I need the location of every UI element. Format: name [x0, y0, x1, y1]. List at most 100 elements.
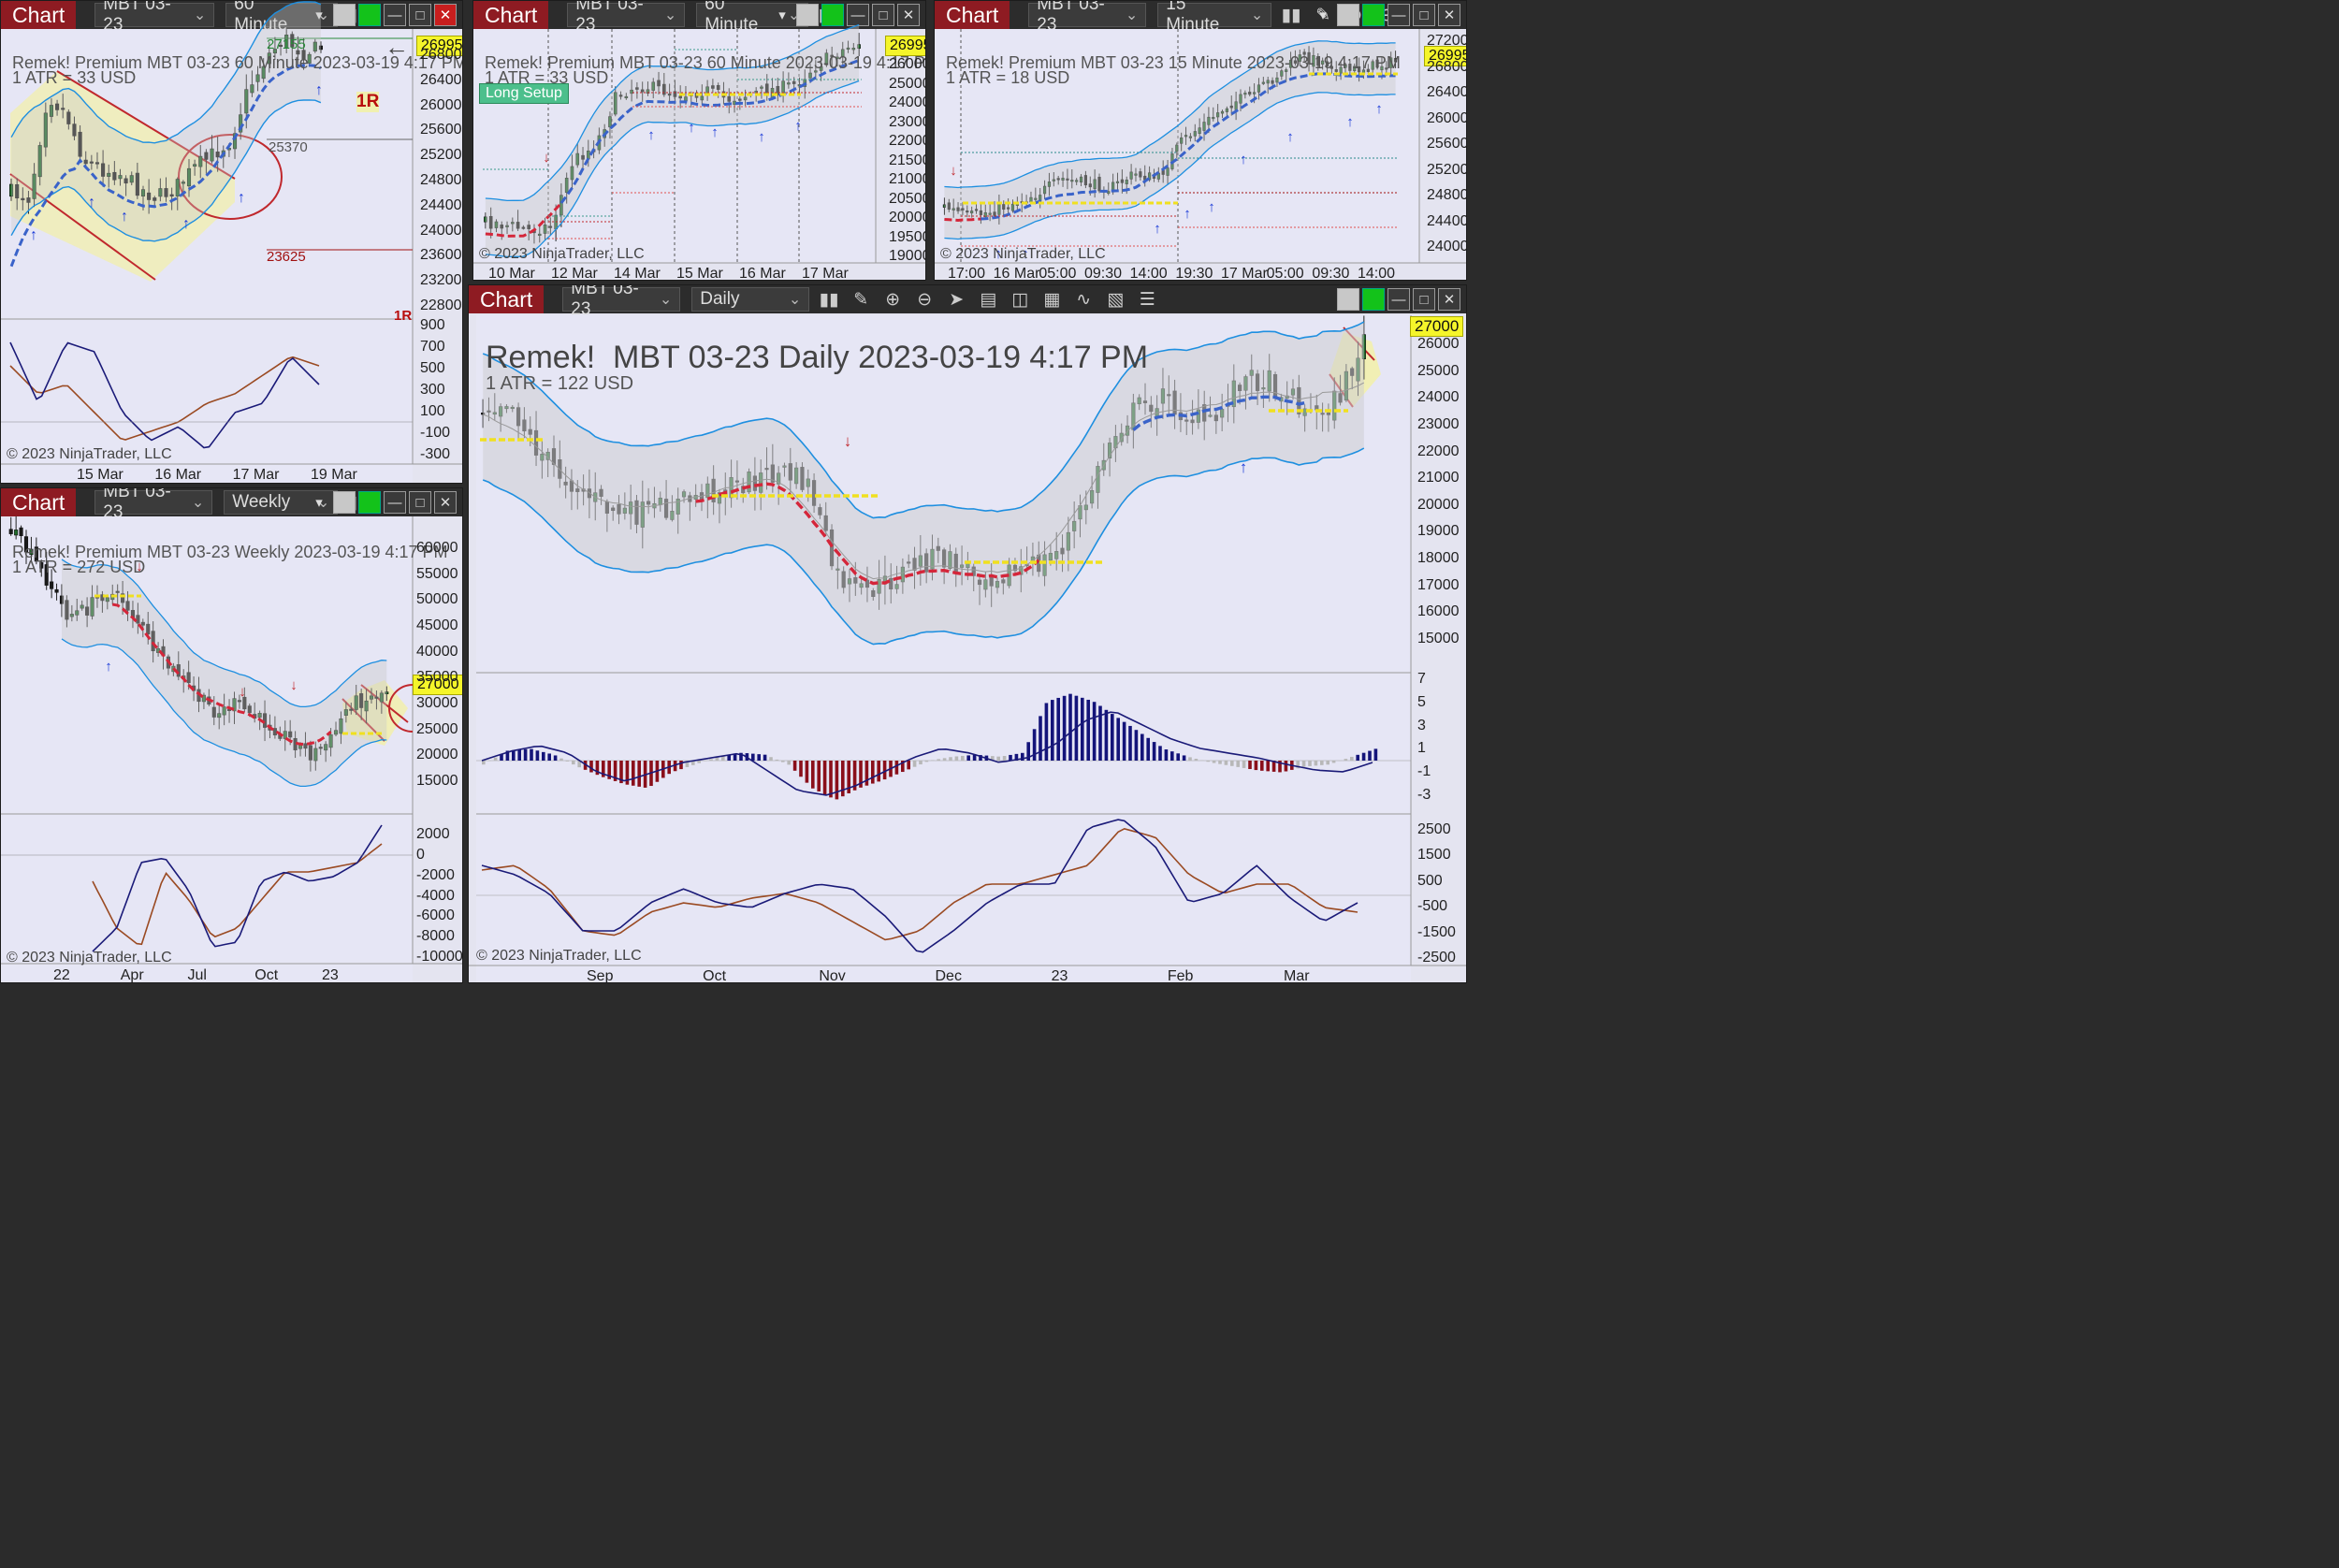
channel-line — [56, 70, 236, 180]
candle-body — [814, 70, 818, 73]
dropdown-icon[interactable]: ▾ — [315, 495, 323, 511]
bar-style-icon[interactable]: ▮▮ — [819, 289, 839, 310]
candle-body — [1034, 197, 1038, 200]
instrument-select[interactable]: MBT 03-23 ⌄ — [567, 1, 686, 35]
zoom-out-icon[interactable]: ⊖ — [917, 289, 933, 310]
maximize-icon[interactable]: □ — [1413, 288, 1435, 311]
axis-tick-label: 25600 — [1427, 136, 1467, 152]
axis-tick-label: 23 — [1051, 968, 1068, 983]
back-arrow-icon[interactable]: ← — [385, 33, 409, 61]
minimize-icon[interactable]: — — [1387, 288, 1410, 311]
chart-header-title: Remek! MBT 03-23 Daily 2023-03-19 4:17 P… — [486, 340, 1148, 376]
axis-tick-label: 24000 — [889, 94, 925, 110]
drawing-tool-icon[interactable]: ✎ — [1315, 5, 1331, 25]
pointer-icon[interactable]: ➤ — [949, 289, 965, 310]
maximize-icon[interactable]: □ — [409, 4, 431, 26]
candle-body — [318, 45, 323, 51]
histogram-bar — [1146, 737, 1150, 761]
candle-body — [34, 546, 38, 562]
link-green-icon[interactable] — [1362, 288, 1385, 311]
minimize-icon[interactable]: — — [847, 4, 869, 26]
oscillator-main-line — [481, 819, 1358, 953]
close-icon[interactable]: ✕ — [434, 4, 457, 26]
candle-body — [760, 86, 763, 89]
chart-tab[interactable]: Chart — [469, 285, 545, 313]
price-chart[interactable]: ↑ ↑ ↑ ↑ ↑ ↓ — [473, 1, 926, 281]
candle-body — [851, 48, 856, 51]
axis-tick-label: 26400 — [420, 71, 462, 88]
r-multiple-label: 1R — [394, 308, 413, 324]
signal-arrow-up: ↑ — [1208, 199, 1215, 215]
signal-arrow-down: ↓ — [290, 677, 298, 693]
indicators-icon[interactable]: ▦ — [1043, 289, 1061, 310]
histogram-bar — [907, 761, 910, 770]
link-green-icon[interactable] — [1362, 4, 1385, 26]
chart-trader-icon[interactable]: ◫ — [1011, 289, 1029, 310]
dropdown-icon[interactable]: ▾ — [308, 4, 330, 26]
upper-band-line — [482, 321, 1365, 519]
close-icon[interactable]: ✕ — [434, 491, 457, 514]
bar-style-icon[interactable]: ▮▮ — [1281, 5, 1301, 25]
link-color-icon[interactable] — [1337, 288, 1359, 311]
candle-body — [1288, 60, 1293, 68]
histogram-bar — [1284, 761, 1288, 772]
price-chart[interactable]: ↑ ↑ ↑ ↑ ↑ ↑ ↑ ↑ ↑ ↓ — [935, 1, 1467, 281]
templates-icon[interactable]: ▧ — [1107, 289, 1125, 310]
close-icon[interactable]: ✕ — [897, 4, 920, 26]
properties-icon[interactable]: ☰ — [1139, 289, 1155, 310]
candle-body — [776, 85, 780, 95]
candle-body — [374, 696, 379, 699]
maximize-icon[interactable]: □ — [872, 4, 894, 26]
chart-tab[interactable]: Chart — [1, 1, 77, 29]
drawing-tool-icon[interactable]: ✎ — [853, 289, 869, 310]
maximize-icon[interactable]: □ — [409, 491, 431, 514]
candle-body — [146, 623, 151, 635]
strategies-icon[interactable]: ∿ — [1076, 289, 1092, 310]
chart-tab[interactable]: Chart — [1, 488, 77, 516]
candle-body — [186, 672, 191, 684]
minimize-icon[interactable]: — — [384, 491, 406, 514]
candle-body — [1380, 65, 1384, 71]
link-green-icon[interactable] — [358, 4, 381, 26]
candle-body — [983, 211, 987, 218]
histogram-bar — [505, 750, 510, 761]
dropdown-icon[interactable]: ▾ — [778, 7, 786, 23]
copyright-label: © 2023 NinjaTrader, LLC — [7, 950, 172, 965]
candle-body — [222, 706, 226, 716]
instrument-select[interactable]: MBT 03-23 ⌄ — [562, 285, 681, 319]
link-green-icon[interactable] — [821, 4, 844, 26]
timeframe-select[interactable]: Daily ⌄ — [691, 287, 810, 312]
zoom-in-icon[interactable]: ⊕ — [885, 289, 901, 310]
dropdown-icon[interactable]: ▾ — [1319, 7, 1327, 23]
chart-tab[interactable]: Chart — [935, 1, 1010, 29]
signal-arrow-up: ↑ — [30, 227, 37, 243]
link-color-icon[interactable] — [333, 491, 356, 514]
link-color-icon[interactable] — [796, 4, 819, 26]
histogram-bar — [1026, 742, 1030, 761]
price-chart[interactable]: ↓ ↓ ↓ ↑ — [1, 488, 463, 983]
minimize-icon[interactable]: — — [1387, 4, 1410, 26]
timeframe-select[interactable]: Weekly ⌄ — [224, 490, 339, 515]
candle-body — [364, 700, 369, 712]
price-chart[interactable]: ↓↑ — [469, 285, 1467, 983]
link-green-icon[interactable] — [358, 491, 381, 514]
candle-body — [1321, 60, 1325, 65]
close-icon[interactable]: ✕ — [1438, 288, 1460, 311]
chart-tab[interactable]: Chart — [473, 1, 549, 29]
minimize-icon[interactable]: — — [384, 4, 406, 26]
link-color-icon[interactable] — [1337, 4, 1359, 26]
candle-body — [115, 590, 120, 593]
price-chart[interactable]: ↑ ↑ ↑ ↑ ↑ ↑ — [1, 1, 463, 484]
axis-tick-label: Sep — [587, 968, 614, 983]
axis-tick-label: 24400 — [420, 196, 462, 213]
maximize-icon[interactable]: □ — [1413, 4, 1435, 26]
histogram-bar — [1254, 761, 1258, 771]
close-icon[interactable]: ✕ — [1438, 4, 1460, 26]
chevron-down-icon: ⌄ — [191, 495, 205, 511]
histogram-bar — [1152, 742, 1156, 761]
candle-body — [100, 594, 105, 602]
upper-band-line — [485, 23, 860, 202]
histogram-bar — [1301, 761, 1306, 767]
link-color-icon[interactable] — [333, 4, 356, 26]
data-box-icon[interactable]: ▤ — [980, 289, 997, 310]
